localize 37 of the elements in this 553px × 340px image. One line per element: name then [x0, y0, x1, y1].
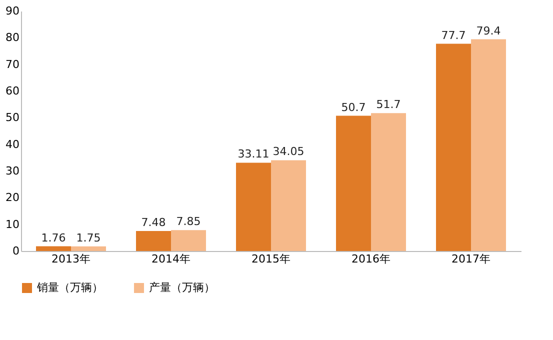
y-tick-label: 10: [6, 218, 20, 231]
x-tick-label: 2013年: [52, 252, 90, 266]
x-tick-label: 2016年: [352, 252, 390, 266]
legend-label: 销量（万辆）: [36, 281, 103, 294]
bar: [436, 44, 471, 251]
data-label: 7.48: [141, 216, 166, 230]
y-tick-label: 80: [6, 31, 20, 44]
bar: [271, 160, 306, 251]
bar: [371, 113, 406, 251]
bar: [471, 39, 506, 251]
y-tick-label: 70: [6, 58, 20, 71]
data-label: 50.7: [341, 100, 366, 114]
y-tick-label: 20: [6, 191, 20, 204]
data-label: 1.76: [41, 231, 66, 244]
data-label: 34.05: [272, 145, 304, 158]
data-label: 79.4: [476, 24, 501, 38]
bar: [36, 246, 71, 251]
bar: [71, 246, 106, 251]
data-label: 51.7: [376, 98, 401, 112]
x-tick-label: 2017年: [452, 252, 490, 266]
y-tick-label: 90: [6, 4, 20, 18]
x-tick-label: 2014年: [152, 252, 190, 266]
y-tick-label: 60: [6, 84, 20, 98]
y-tick-label: 0: [12, 244, 20, 258]
y-tick-label: 50: [6, 111, 20, 124]
bar: [136, 231, 171, 251]
bar: [336, 116, 371, 251]
bar: [171, 230, 206, 251]
bar: [236, 162, 271, 251]
data-label: 33.11: [238, 148, 270, 161]
x-tick-label: 2015年: [252, 252, 290, 266]
y-tick-label: 40: [6, 138, 20, 151]
legend-label: 产量（万辆）: [149, 281, 215, 294]
data-label: 77.7: [441, 28, 466, 42]
data-label: 1.75: [76, 231, 101, 244]
data-label: 7.85: [176, 215, 201, 228]
y-tick-label: 30: [6, 164, 20, 178]
